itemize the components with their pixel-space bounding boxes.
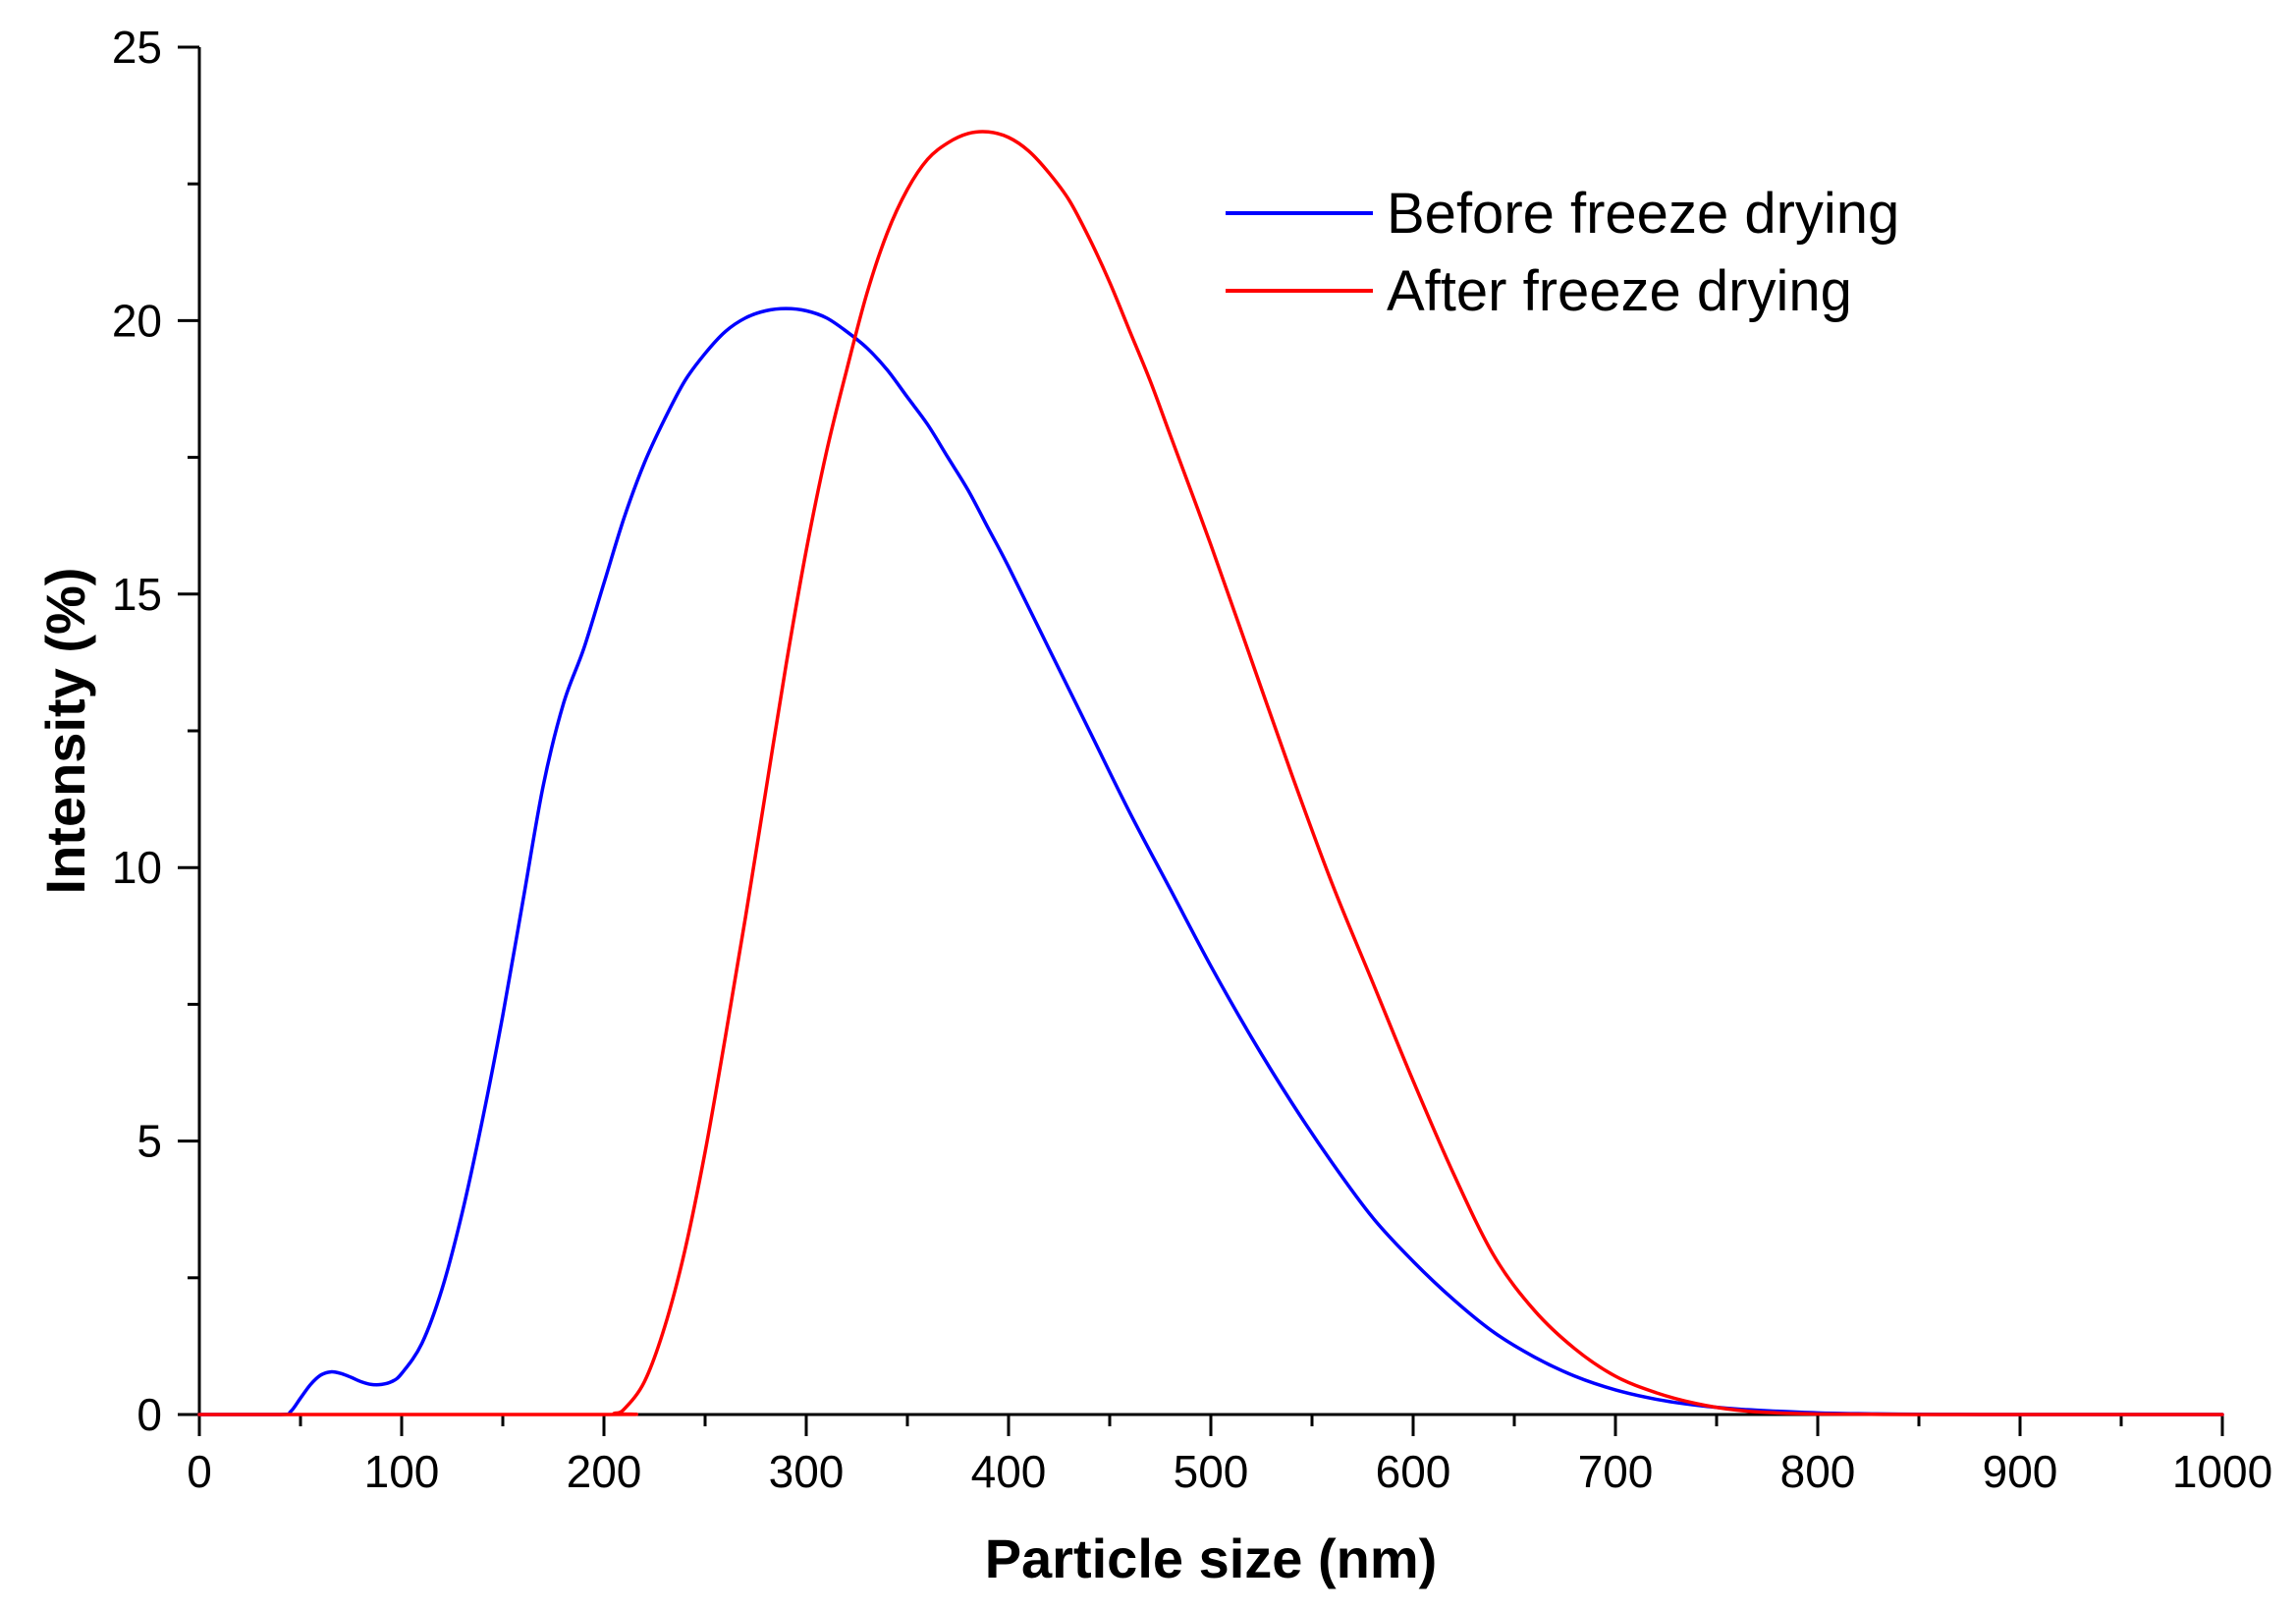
x-tick-label: 300 bbox=[769, 1446, 845, 1497]
x-tick-label: 200 bbox=[567, 1446, 642, 1497]
legend-entry: After freeze drying bbox=[1226, 259, 1852, 323]
x-tick-label: 900 bbox=[1983, 1446, 2058, 1497]
y-tick-label: 0 bbox=[137, 1389, 162, 1440]
x-tick-label: 1000 bbox=[2172, 1446, 2272, 1497]
x-tick-label: 600 bbox=[1376, 1446, 1451, 1497]
y-tick-label: 15 bbox=[112, 569, 162, 620]
legend-label: After freeze drying bbox=[1387, 259, 1852, 323]
y-axis-title: Intensity (%) bbox=[34, 568, 96, 895]
x-axis: 0 100 200 300 400 500 600 700 800 900 1000 bbox=[187, 1413, 2272, 1497]
x-tick-label: 500 bbox=[1174, 1446, 1249, 1497]
x-tick-label: 800 bbox=[1780, 1446, 1856, 1497]
series-line-before-freeze-drying bbox=[197, 306, 2224, 1416]
legend-label: Before freeze drying bbox=[1387, 182, 1899, 246]
x-axis-title: Particle size (nm) bbox=[985, 1527, 1438, 1589]
legend-entry: Before freeze drying bbox=[1226, 182, 1899, 246]
legend: Before freeze drying After freeze drying bbox=[1226, 182, 1899, 323]
y-tick-label: 20 bbox=[112, 295, 162, 346]
y-tick-label: 5 bbox=[137, 1116, 162, 1167]
series-layer bbox=[197, 130, 2224, 1416]
x-tick-label: 700 bbox=[1578, 1446, 1654, 1497]
y-tick-label: 25 bbox=[112, 22, 162, 73]
x-tick-label: 400 bbox=[971, 1446, 1047, 1497]
x-tick-label: 100 bbox=[364, 1446, 440, 1497]
x-tick-label: 0 bbox=[187, 1446, 212, 1497]
series-line-after-freeze-drying bbox=[197, 130, 2224, 1416]
y-axis: 0 5 10 15 20 25 bbox=[112, 22, 201, 1440]
y-tick-label: 10 bbox=[112, 842, 162, 893]
